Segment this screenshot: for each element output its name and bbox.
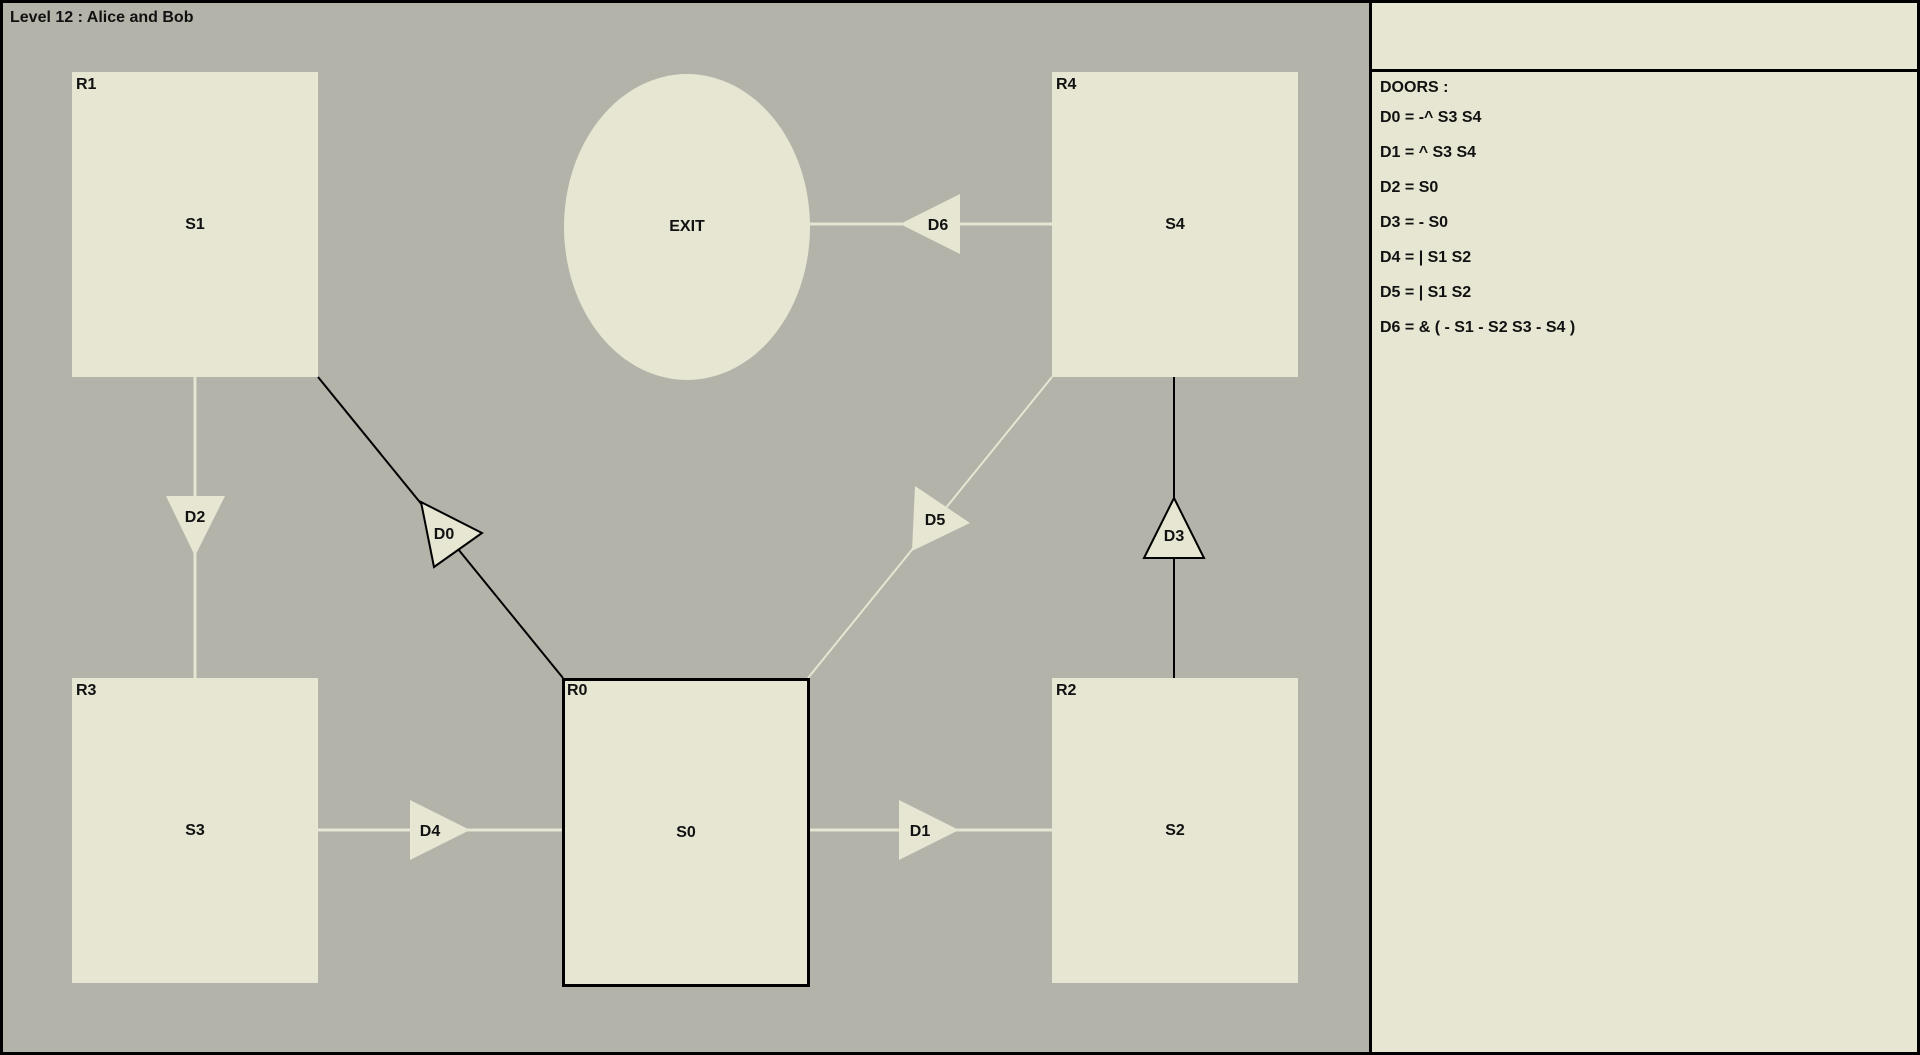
info-panel-header — [1372, 3, 1917, 69]
door-rule-d4: D4 = | S1 S2 — [1380, 249, 1472, 266]
doors-heading: DOORS : — [1380, 79, 1449, 96]
room-r4[interactable]: R4 S4 — [1052, 72, 1298, 377]
room-r2-label: R2 — [1056, 682, 1077, 699]
door-connections: D2 D0 D5 D3 D6 — [166, 194, 1206, 860]
room-r2[interactable]: R2 S2 — [1052, 678, 1298, 983]
door-rule-d2: D2 = S0 — [1380, 179, 1439, 196]
room-r3-label: R3 — [76, 682, 97, 699]
svg-text:D4: D4 — [420, 823, 441, 840]
exit-room[interactable]: EXIT — [564, 74, 810, 380]
door-rule-d1: D1 = ^ S3 S4 — [1380, 144, 1477, 161]
room-r0-current[interactable]: R0 S0 — [562, 678, 810, 987]
switch-s1[interactable]: S1 — [185, 215, 205, 233]
exit-label: EXIT — [669, 218, 705, 235]
switch-s4[interactable]: S4 — [1165, 215, 1185, 233]
svg-text:D3: D3 — [1164, 528, 1185, 545]
level-board: Level 12 : Alice and Bob D2 — [3, 3, 1369, 1052]
door-rule-d0: D0 = -^ S3 S4 — [1380, 109, 1482, 126]
svg-text:D5: D5 — [925, 512, 946, 529]
door-rule-d5: D5 = | S1 S2 — [1380, 284, 1472, 301]
room-r3[interactable]: R3 S3 — [72, 678, 318, 983]
svg-text:D0: D0 — [434, 526, 455, 543]
switch-s3[interactable]: S3 — [185, 821, 205, 839]
door-d0[interactable]: D0 — [419, 500, 484, 569]
svg-text:D6: D6 — [928, 217, 949, 234]
room-r4-label: R4 — [1056, 76, 1077, 93]
door-d5[interactable]: D5 — [912, 486, 970, 551]
door-d6[interactable]: D6 — [900, 194, 960, 254]
door-rule-d6: D6 = & ( - S1 - S2 S3 - S4 ) — [1380, 319, 1576, 336]
room-r1-label: R1 — [76, 76, 97, 93]
svg-text:D2: D2 — [185, 509, 206, 526]
svg-text:D1: D1 — [910, 823, 931, 840]
door-d4[interactable]: D4 — [410, 800, 470, 860]
switch-s0[interactable]: S0 — [676, 823, 696, 841]
switch-s2[interactable]: S2 — [1165, 821, 1185, 839]
door-d3[interactable]: D3 — [1142, 495, 1206, 559]
room-r1[interactable]: R1 S1 — [72, 72, 318, 377]
doors-panel: DOORS : D0 = -^ S3 S4 D1 = ^ S3 S4 D2 = … — [1372, 72, 1917, 1052]
door-d2[interactable]: D2 — [166, 496, 225, 556]
door-rule-d3: D3 = - S0 — [1380, 214, 1449, 231]
level-title: Level 12 : Alice and Bob — [10, 9, 194, 26]
room-r0-label: R0 — [567, 682, 588, 699]
door-d1[interactable]: D1 — [899, 800, 959, 860]
